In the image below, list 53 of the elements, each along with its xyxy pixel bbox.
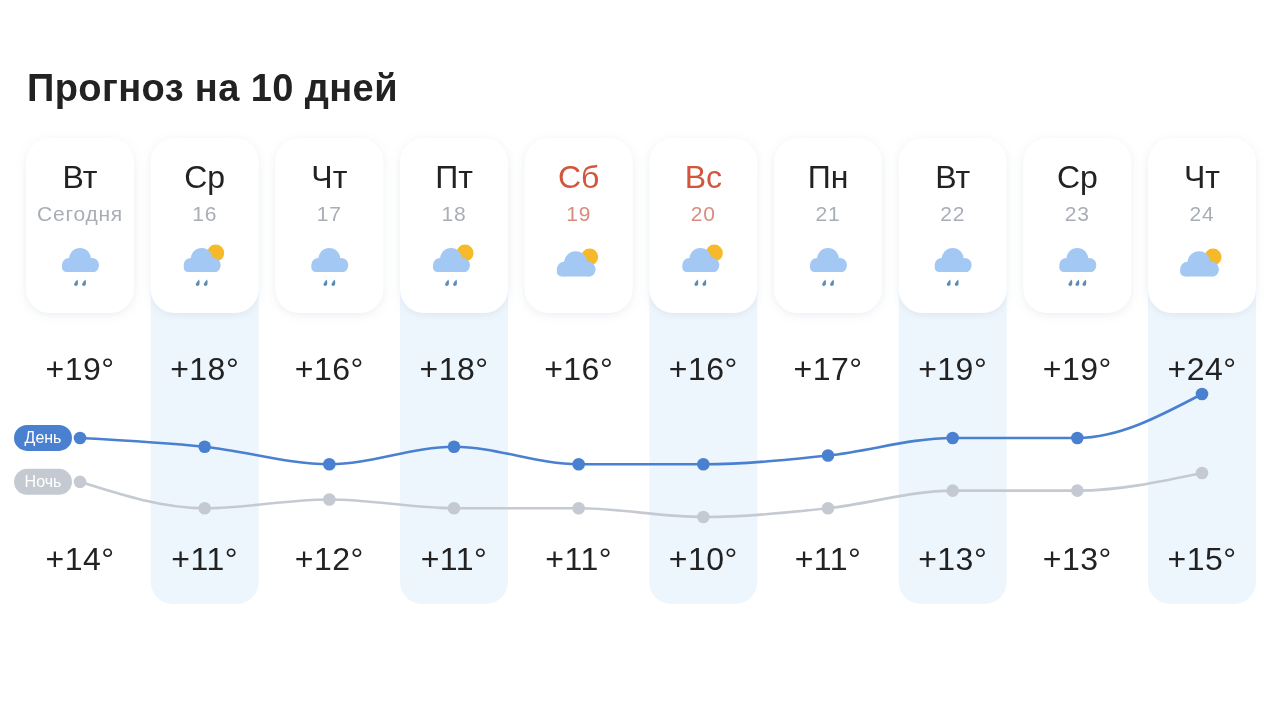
data-label: +19°: [918, 351, 988, 387]
data-label: +13°: [918, 541, 988, 577]
data-label: +12°: [294, 541, 364, 577]
point: [1195, 387, 1209, 401]
data-label: +18°: [170, 351, 240, 387]
point: [946, 484, 959, 497]
x-tick-label: Пн 21: [807, 159, 849, 225]
point: [1195, 466, 1209, 480]
data-label: +13°: [1042, 541, 1112, 577]
x-tick-label: Ср 23: [1056, 159, 1098, 225]
point: [73, 475, 87, 489]
point: [697, 510, 710, 524]
x-tick-label: Чт 17: [311, 159, 348, 225]
x-tick-label: Чт 24: [1184, 159, 1221, 225]
data-label: +18°: [419, 351, 489, 387]
data-label: +16°: [668, 351, 738, 387]
series-label: Ночь: [24, 473, 62, 491]
chart-title: Прогноз на 10 дней: [27, 67, 398, 109]
x-tick-label: Вт 22: [935, 159, 971, 225]
x-tick-label: Сб 19: [557, 159, 600, 225]
x-tick-label: Ср 16: [184, 159, 226, 225]
data-label: +10°: [668, 541, 738, 577]
x-tick-label: Пт 18: [435, 159, 474, 225]
data-label: +11°: [171, 541, 239, 577]
data-label: +11°: [420, 541, 488, 577]
data-label: +16°: [544, 351, 614, 387]
point: [198, 440, 211, 454]
point: [323, 493, 336, 506]
data-label: +19°: [45, 351, 115, 387]
point: [821, 449, 835, 462]
data-label: +15°: [1167, 541, 1237, 577]
point: [1071, 484, 1084, 497]
point: [1071, 431, 1084, 445]
data-label: +19°: [1042, 351, 1112, 387]
point: [697, 457, 710, 471]
point: [198, 501, 211, 515]
data-label: +11°: [545, 541, 613, 577]
series-label: День: [24, 429, 62, 447]
point: [946, 431, 959, 445]
data-label: +16°: [294, 351, 364, 387]
data-label: +11°: [794, 541, 862, 577]
data-label: +17°: [793, 351, 863, 387]
point: [821, 501, 835, 515]
point: [447, 440, 461, 454]
data-label: +24°: [1167, 351, 1237, 387]
x-tick-label: Вт Сегодня: [36, 159, 124, 225]
point: [447, 501, 461, 515]
point: [572, 457, 585, 471]
x-tick-label: Вс 20: [684, 159, 723, 225]
data-label: +14°: [45, 541, 115, 577]
point: [73, 431, 87, 445]
point: [572, 501, 585, 515]
point: [323, 457, 336, 471]
